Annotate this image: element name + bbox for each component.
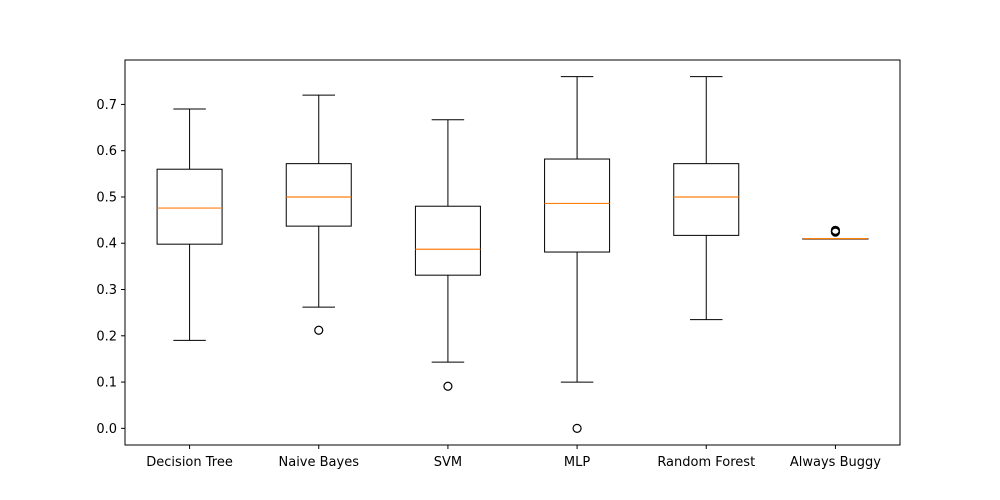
x-category-label: Always Buggy <box>790 455 881 470</box>
y-tick-label: 0.5 <box>96 190 117 205</box>
x-category-label: Random Forest <box>657 455 755 470</box>
y-tick-label: 0.3 <box>96 283 117 298</box>
box-group <box>802 225 869 240</box>
box-group <box>156 108 223 341</box>
y-tick-label: 0.0 <box>96 422 117 437</box>
y-tick-label: 0.7 <box>96 98 117 113</box>
axis-layer: 0.0 0.1 0.2 0.3 0.4 0.5 0.6 0.7 Decision Tree Nai… <box>96 98 881 470</box>
y-tick-label: 0.1 <box>96 376 117 391</box>
x-category-label: SVM <box>434 455 462 470</box>
y-tick-label: 0.4 <box>96 237 117 252</box>
iqr-box <box>544 158 611 253</box>
box-group <box>285 94 352 335</box>
iqr-box <box>673 163 740 236</box>
y-tick-label: 0.2 <box>96 329 117 344</box>
y-tick-label: 0.6 <box>96 144 117 159</box>
box-group <box>544 76 611 433</box>
x-category-label: MLP <box>564 455 590 470</box>
box-group <box>673 76 740 321</box>
iqr-box <box>156 168 223 245</box>
outlier-point <box>443 381 453 391</box>
plot-frame <box>124 59 901 446</box>
outlier-point <box>830 225 841 235</box>
x-category-label: Naive Bayes <box>279 455 360 470</box>
box-group <box>414 119 481 391</box>
x-category-label: Decision Tree <box>146 455 233 470</box>
outlier-point <box>314 325 324 335</box>
plot-layer <box>156 76 869 433</box>
iqr-box <box>414 205 481 276</box>
iqr-box <box>285 163 352 227</box>
outlier-point <box>572 423 582 433</box>
